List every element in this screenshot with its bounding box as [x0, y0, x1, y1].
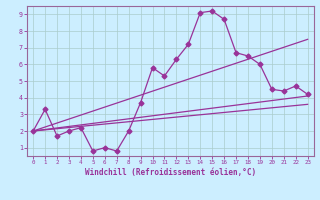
X-axis label: Windchill (Refroidissement éolien,°C): Windchill (Refroidissement éolien,°C) [85, 168, 256, 177]
